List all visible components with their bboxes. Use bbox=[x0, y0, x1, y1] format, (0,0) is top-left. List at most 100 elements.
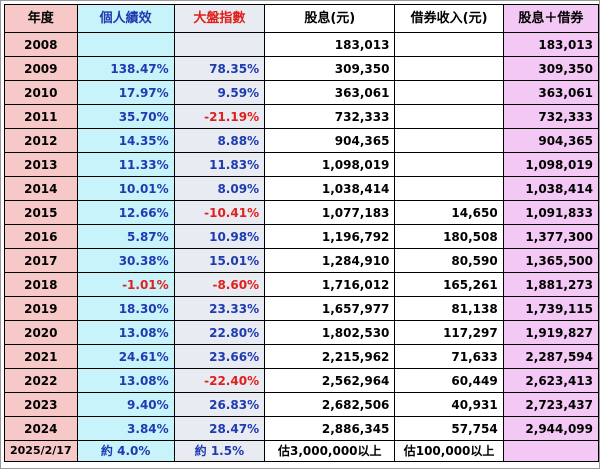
dividend-cell: 1,284,910 bbox=[264, 248, 396, 273]
dividend-cell: 1,038,414 bbox=[264, 176, 396, 201]
personal-performance-cell: 13.08% bbox=[76, 320, 175, 345]
year-cell: 2021 bbox=[4, 344, 78, 369]
market-index-cell: 8.09% bbox=[173, 176, 266, 201]
year-cell: 2024 bbox=[4, 416, 78, 441]
dividend-cell: 1,077,183 bbox=[264, 200, 396, 225]
personal-performance-cell: 30.38% bbox=[76, 248, 175, 273]
table-row: 2009 138.47% 78.35% 309,350 309,350 bbox=[4, 56, 600, 81]
personal-performance-cell: 3.84% bbox=[76, 416, 175, 441]
total-cell: 183,013 bbox=[502, 32, 600, 57]
personal-performance-cell: 12.66% bbox=[76, 200, 175, 225]
total-cell: 363,061 bbox=[502, 80, 600, 105]
lending-income-cell bbox=[394, 152, 504, 177]
table-row: 2013 11.33% 11.83% 1,098,019 1,098,019 bbox=[4, 152, 600, 177]
table-row: 2015 12.66% -10.41% 1,077,183 14,650 1,091,83… bbox=[4, 200, 600, 225]
table-row-estimate: 2025/2/17 約 4.0% 約 1.5% 估3,000,000以上 估100,00… bbox=[4, 440, 600, 462]
year-cell: 2019 bbox=[4, 296, 78, 321]
table-row: 2019 18.30% 23.33% 1,657,977 81,138 1,739,115 bbox=[4, 296, 600, 321]
year-cell: 2017 bbox=[4, 248, 78, 273]
year-cell: 2018 bbox=[4, 272, 78, 297]
total-cell: 1,739,115 bbox=[502, 296, 600, 321]
personal-performance-cell bbox=[76, 32, 175, 57]
market-index-cell bbox=[173, 32, 266, 57]
total-cell: 309,350 bbox=[502, 56, 600, 81]
year-cell: 2023 bbox=[4, 392, 78, 417]
market-index-cell: 9.59% bbox=[173, 80, 266, 105]
dividend-cell: 1,657,977 bbox=[264, 296, 396, 321]
dividend-cell: 363,061 bbox=[264, 80, 396, 105]
market-index-cell: 23.66% bbox=[173, 344, 266, 369]
dividend-cell: 1,802,530 bbox=[264, 320, 396, 345]
personal-performance-cell: 17.97% bbox=[76, 80, 175, 105]
dividend-cell: 2,886,345 bbox=[264, 416, 396, 441]
total-cell: 904,365 bbox=[502, 128, 600, 153]
table-row: 2020 13.08% 22.80% 1,802,530 117,297 1,919,82… bbox=[4, 320, 600, 345]
market-index-cell: 約 1.5% bbox=[173, 440, 266, 462]
total-cell: 1,098,019 bbox=[502, 152, 600, 177]
table-row: 2022 13.08% -22.40% 2,562,964 60,449 2,623,41… bbox=[4, 368, 600, 393]
dividend-cell: 估3,000,000以上 bbox=[264, 440, 396, 462]
table-row: 2012 14.35% 8.88% 904,365 904,365 bbox=[4, 128, 600, 153]
lending-income-cell: 71,633 bbox=[394, 344, 504, 369]
total-cell: 732,333 bbox=[502, 104, 600, 129]
total-cell: 2,723,437 bbox=[502, 392, 600, 417]
lending-income-cell bbox=[394, 176, 504, 201]
dividend-cell: 2,562,964 bbox=[264, 368, 396, 393]
header-personal-performance: 個人績效 bbox=[76, 4, 175, 33]
total-cell: 1,091,833 bbox=[502, 200, 600, 225]
market-index-cell: 22.80% bbox=[173, 320, 266, 345]
table-row: 2023 9.40% 26.83% 2,682,506 40,931 2,723,437 bbox=[4, 392, 600, 417]
total-cell: 1,038,414 bbox=[502, 176, 600, 201]
year-cell: 2025/2/17 bbox=[4, 440, 78, 462]
header-dividend-plus-lending: 股息＋借券 bbox=[502, 4, 600, 33]
table-row: 2018 -1.01% -8.60% 1,716,012 165,261 1,881,27… bbox=[4, 272, 600, 297]
market-index-cell: 11.83% bbox=[173, 152, 266, 177]
total-cell: 2,623,413 bbox=[502, 368, 600, 393]
lending-income-cell: 估100,000以上 bbox=[394, 440, 504, 462]
personal-performance-cell: 10.01% bbox=[76, 176, 175, 201]
total-cell bbox=[502, 440, 600, 462]
total-cell: 1,919,827 bbox=[502, 320, 600, 345]
table-row: 2008 183,013 183,013 bbox=[4, 32, 600, 57]
year-cell: 2020 bbox=[4, 320, 78, 345]
table-row: 2010 17.97% 9.59% 363,061 363,061 bbox=[4, 80, 600, 105]
personal-performance-cell: 24.61% bbox=[76, 344, 175, 369]
lending-income-cell: 40,931 bbox=[394, 392, 504, 417]
personal-performance-cell: 35.70% bbox=[76, 104, 175, 129]
market-index-cell: -21.19% bbox=[173, 104, 266, 129]
header-market-index: 大盤指數 bbox=[173, 4, 266, 33]
year-cell: 2010 bbox=[4, 80, 78, 105]
dividend-cell: 1,196,792 bbox=[264, 224, 396, 249]
market-index-cell: -22.40% bbox=[173, 368, 266, 393]
table-row: 2024 3.84% 28.47% 2,886,345 57,754 2,944,099 bbox=[4, 416, 600, 441]
dividend-cell: 2,215,962 bbox=[264, 344, 396, 369]
lending-income-cell: 117,297 bbox=[394, 320, 504, 345]
table-row: 2016 5.87% 10.98% 1,196,792 180,508 1,377,300 bbox=[4, 224, 600, 249]
total-cell: 2,287,594 bbox=[502, 344, 600, 369]
lending-income-cell: 180,508 bbox=[394, 224, 504, 249]
total-cell: 1,881,273 bbox=[502, 272, 600, 297]
personal-performance-cell: 約 4.0% bbox=[76, 440, 175, 462]
total-cell: 1,377,300 bbox=[502, 224, 600, 249]
lending-income-cell: 14,650 bbox=[394, 200, 504, 225]
market-index-cell: 8.88% bbox=[173, 128, 266, 153]
personal-performance-cell: 11.33% bbox=[76, 152, 175, 177]
year-cell: 2016 bbox=[4, 224, 78, 249]
year-cell: 2014 bbox=[4, 176, 78, 201]
market-index-cell: 26.83% bbox=[173, 392, 266, 417]
lending-income-cell: 60,449 bbox=[394, 368, 504, 393]
lending-income-cell bbox=[394, 128, 504, 153]
market-index-cell: 15.01% bbox=[173, 248, 266, 273]
market-index-cell: 10.98% bbox=[173, 224, 266, 249]
header-dividend: 股息(元) bbox=[264, 4, 396, 33]
personal-performance-cell: 5.87% bbox=[76, 224, 175, 249]
personal-performance-cell: 138.47% bbox=[76, 56, 175, 81]
year-cell: 2015 bbox=[4, 200, 78, 225]
dividend-cell: 309,350 bbox=[264, 56, 396, 81]
year-cell: 2011 bbox=[4, 104, 78, 129]
personal-performance-cell: 13.08% bbox=[76, 368, 175, 393]
dividend-cell: 183,013 bbox=[264, 32, 396, 57]
personal-performance-cell: 14.35% bbox=[76, 128, 175, 153]
lending-income-cell: 80,590 bbox=[394, 248, 504, 273]
